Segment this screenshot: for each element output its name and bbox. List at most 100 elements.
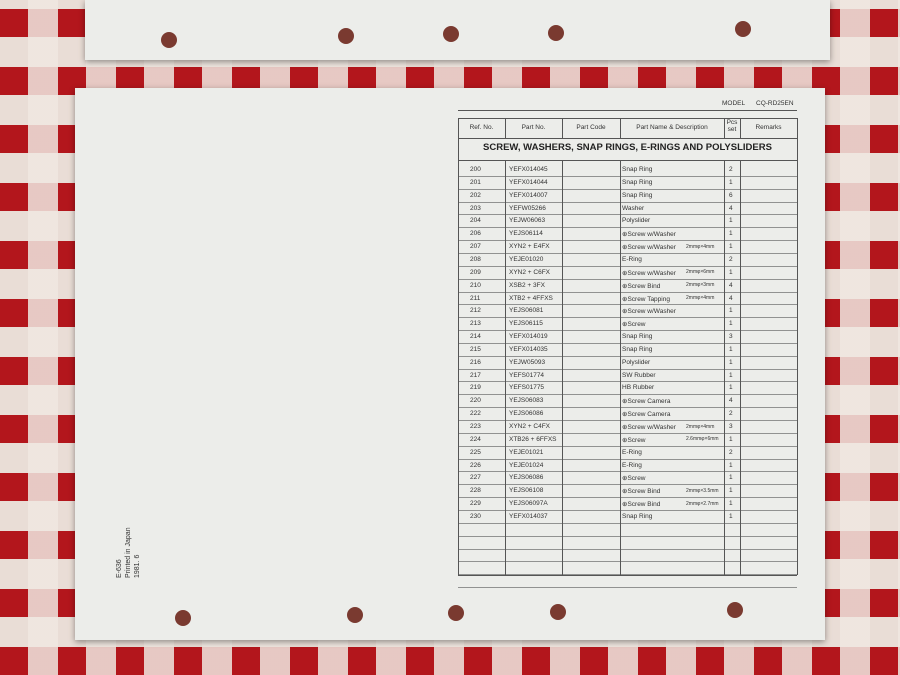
line <box>740 118 741 138</box>
part-name: ⊕Screw w/Washer <box>622 424 676 431</box>
footer-line: Printed in Japan <box>125 527 132 578</box>
pcs: 1 <box>729 512 733 520</box>
part-size: 2mmφ×3mm <box>686 282 715 289</box>
ref-no: 213 <box>470 320 481 328</box>
part-size: 2.6mmφ×6mm <box>686 436 719 443</box>
part-name: HB Rubber <box>622 384 655 392</box>
pcs: 4 <box>729 204 733 212</box>
pcs: 1 <box>729 461 733 469</box>
column-header: Ref. No. <box>469 124 494 131</box>
part-no: YEJE01024 <box>509 461 544 469</box>
row-line <box>458 368 797 370</box>
column-header: Remarks <box>755 124 782 131</box>
footer-line: 1981. 6 <box>134 554 141 578</box>
part-no: YEJW06063 <box>509 217 546 225</box>
part-no: XYN2 + C4FX <box>509 423 551 430</box>
ref-no: 209 <box>470 268 481 276</box>
part-no: YEJW05093 <box>509 358 546 366</box>
ref-no: 216 <box>470 358 481 366</box>
row-line <box>458 407 797 409</box>
ref-no: 222 <box>470 410 481 418</box>
row-line <box>458 484 797 486</box>
ref-no: 224 <box>470 435 481 443</box>
row-line <box>458 355 797 357</box>
row-line <box>458 471 797 473</box>
pcs: 6 <box>729 191 733 199</box>
ref-no: 225 <box>470 448 481 456</box>
pcs: 1 <box>729 435 733 443</box>
part-no: XSB2 + 3FX <box>509 281 545 289</box>
pcs: 2 <box>729 255 733 263</box>
ref-no: 230 <box>470 512 481 520</box>
pcs: 2 <box>729 448 733 456</box>
row-line <box>458 587 797 589</box>
row-line <box>458 561 797 563</box>
line <box>505 118 506 138</box>
ref-no: 201 <box>470 178 481 186</box>
top-sheet <box>85 0 830 60</box>
ref-no: 203 <box>470 204 481 212</box>
pcs: 2 <box>729 410 733 418</box>
part-no: YEFW05266 <box>509 204 546 212</box>
part-size: 2mmφ×4mm <box>686 243 715 250</box>
part-size: 2mmφ×6mm <box>686 269 715 276</box>
part-name: Snap Ring <box>622 166 653 173</box>
part-no: XYN2 + E4FX <box>509 243 550 251</box>
row-line <box>458 445 797 447</box>
column-header: Part Code <box>576 124 606 131</box>
row-line <box>458 432 797 434</box>
model: CQ-RD25EN <box>756 100 794 107</box>
part-name: ⊕Screw Bind <box>622 282 661 290</box>
part-name: Snap Ring <box>622 345 653 353</box>
part-no: YEFX014045 <box>509 166 548 173</box>
part-name: ⊕Screw <box>622 436 646 444</box>
line <box>620 160 621 575</box>
pcs: 1 <box>729 268 733 276</box>
part-name: E-Ring <box>622 448 642 456</box>
line <box>724 118 725 138</box>
pcs: 3 <box>729 333 733 341</box>
pcs: 1 <box>729 487 733 495</box>
pcs: 1 <box>729 358 733 366</box>
ref-no: 220 <box>470 397 481 405</box>
row-line <box>458 278 797 280</box>
row-line <box>458 535 797 537</box>
row-line <box>458 175 797 177</box>
column-header: Part Name & Description <box>636 124 708 131</box>
footer-line: E-636 <box>116 559 123 578</box>
row-line <box>458 201 797 203</box>
part-name: Snap Ring <box>622 191 653 199</box>
part-name: Polyslider <box>622 358 651 366</box>
row-line <box>458 265 797 267</box>
row-line <box>458 381 797 383</box>
part-no: YEJE01020 <box>509 255 544 263</box>
part-name: SW Rubber <box>622 371 656 379</box>
part-no: YEFX014037 <box>509 512 548 520</box>
row-line <box>458 227 797 229</box>
ref-no: 215 <box>470 345 481 353</box>
pcs: 1 <box>729 345 733 353</box>
part-no: XYN2 + C6FX <box>509 268 551 276</box>
row-line <box>458 291 797 293</box>
ref-no: 207 <box>470 243 481 251</box>
pcs: 1 <box>729 384 733 392</box>
part-name: Snap Ring <box>622 512 653 520</box>
part-no: XTB2 + 4FFXS <box>509 294 553 302</box>
pcs: 1 <box>729 474 733 482</box>
part-name: Snap Ring <box>622 333 653 341</box>
pcs: 1 <box>729 243 733 251</box>
part-size: 2mmφ×4mm <box>686 295 715 301</box>
pcs: 4 <box>729 294 733 302</box>
ref-no: 228 <box>470 487 481 495</box>
ref-no: 200 <box>470 166 481 173</box>
column-header: Part No. <box>521 124 546 131</box>
line <box>458 160 797 161</box>
pcs: 4 <box>729 281 733 289</box>
part-name: ⊕Screw w/Washer <box>622 244 676 252</box>
ref-no: 217 <box>470 371 481 379</box>
ref-no: 210 <box>470 281 481 289</box>
line <box>458 575 797 576</box>
row-line <box>458 304 797 306</box>
ref-no: 202 <box>470 191 481 199</box>
model-label: MODEL <box>722 100 746 107</box>
